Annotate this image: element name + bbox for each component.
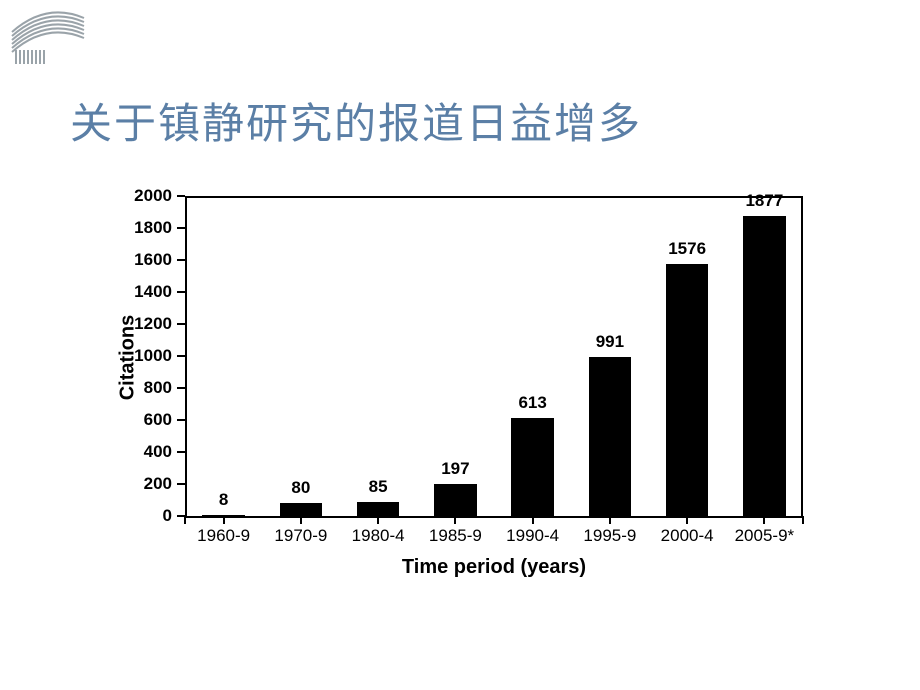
y-tick-label: 2000 [117,186,172,206]
x-tick-label: 1995-9 [571,526,648,546]
y-tick-label: 600 [117,410,172,430]
y-tick [177,355,185,357]
x-tick-label: 1960-9 [185,526,262,546]
y-tick [177,483,185,485]
x-tick [377,516,379,524]
x-tick [223,516,225,524]
x-tick [184,516,186,524]
x-tick [686,516,688,524]
x-tick-label: 1990-4 [494,526,571,546]
bar-value-label: 85 [340,477,417,497]
bar [280,503,322,516]
y-tick-label: 1200 [117,314,172,334]
bar [666,264,708,516]
x-axis-title: Time period (years) [185,556,803,579]
x-tick-label: 2000-4 [649,526,726,546]
y-tick-label: 400 [117,442,172,462]
bar-value-label: 1877 [726,191,803,211]
y-tick [177,419,185,421]
bar-value-label: 1576 [649,239,726,259]
y-axis [185,196,187,516]
y-tick-label: 1600 [117,250,172,270]
x-tick [454,516,456,524]
y-tick-label: 0 [117,506,172,526]
x-tick-label: 1985-9 [417,526,494,546]
x-tick [802,516,804,524]
y-tick [177,195,185,197]
y-tick-label: 1000 [117,346,172,366]
y-tick [177,451,185,453]
bar [743,216,785,516]
y-tick [177,291,185,293]
y-tick-label: 200 [117,474,172,494]
y-tick-label: 1400 [117,282,172,302]
corner-logo [6,8,90,71]
x-tick [763,516,765,524]
x-axis [185,516,803,518]
x-tick [532,516,534,524]
x-tick-label: 1970-9 [262,526,339,546]
bar [434,484,476,516]
y-tick-label: 800 [117,378,172,398]
x-tick-label: 2005-9* [726,526,803,546]
y-tick [177,259,185,261]
y-tick [177,227,185,229]
x-tick [609,516,611,524]
bar [589,357,631,516]
page-title: 关于镇静研究的报道日益增多 [70,90,642,151]
bar [357,502,399,516]
bar-value-label: 80 [262,478,339,498]
y-tick [177,323,185,325]
bar-value-label: 613 [494,393,571,413]
y-tick [177,387,185,389]
bar-value-label: 8 [185,490,262,510]
bar [511,418,553,516]
bar-value-label: 991 [571,332,648,352]
x-tick-label: 1980-4 [340,526,417,546]
y-tick-label: 1800 [117,218,172,238]
x-tick [300,516,302,524]
bar-value-label: 197 [417,459,494,479]
citations-bar-chart: Citations Time period (years) 0200400600… [80,184,820,624]
